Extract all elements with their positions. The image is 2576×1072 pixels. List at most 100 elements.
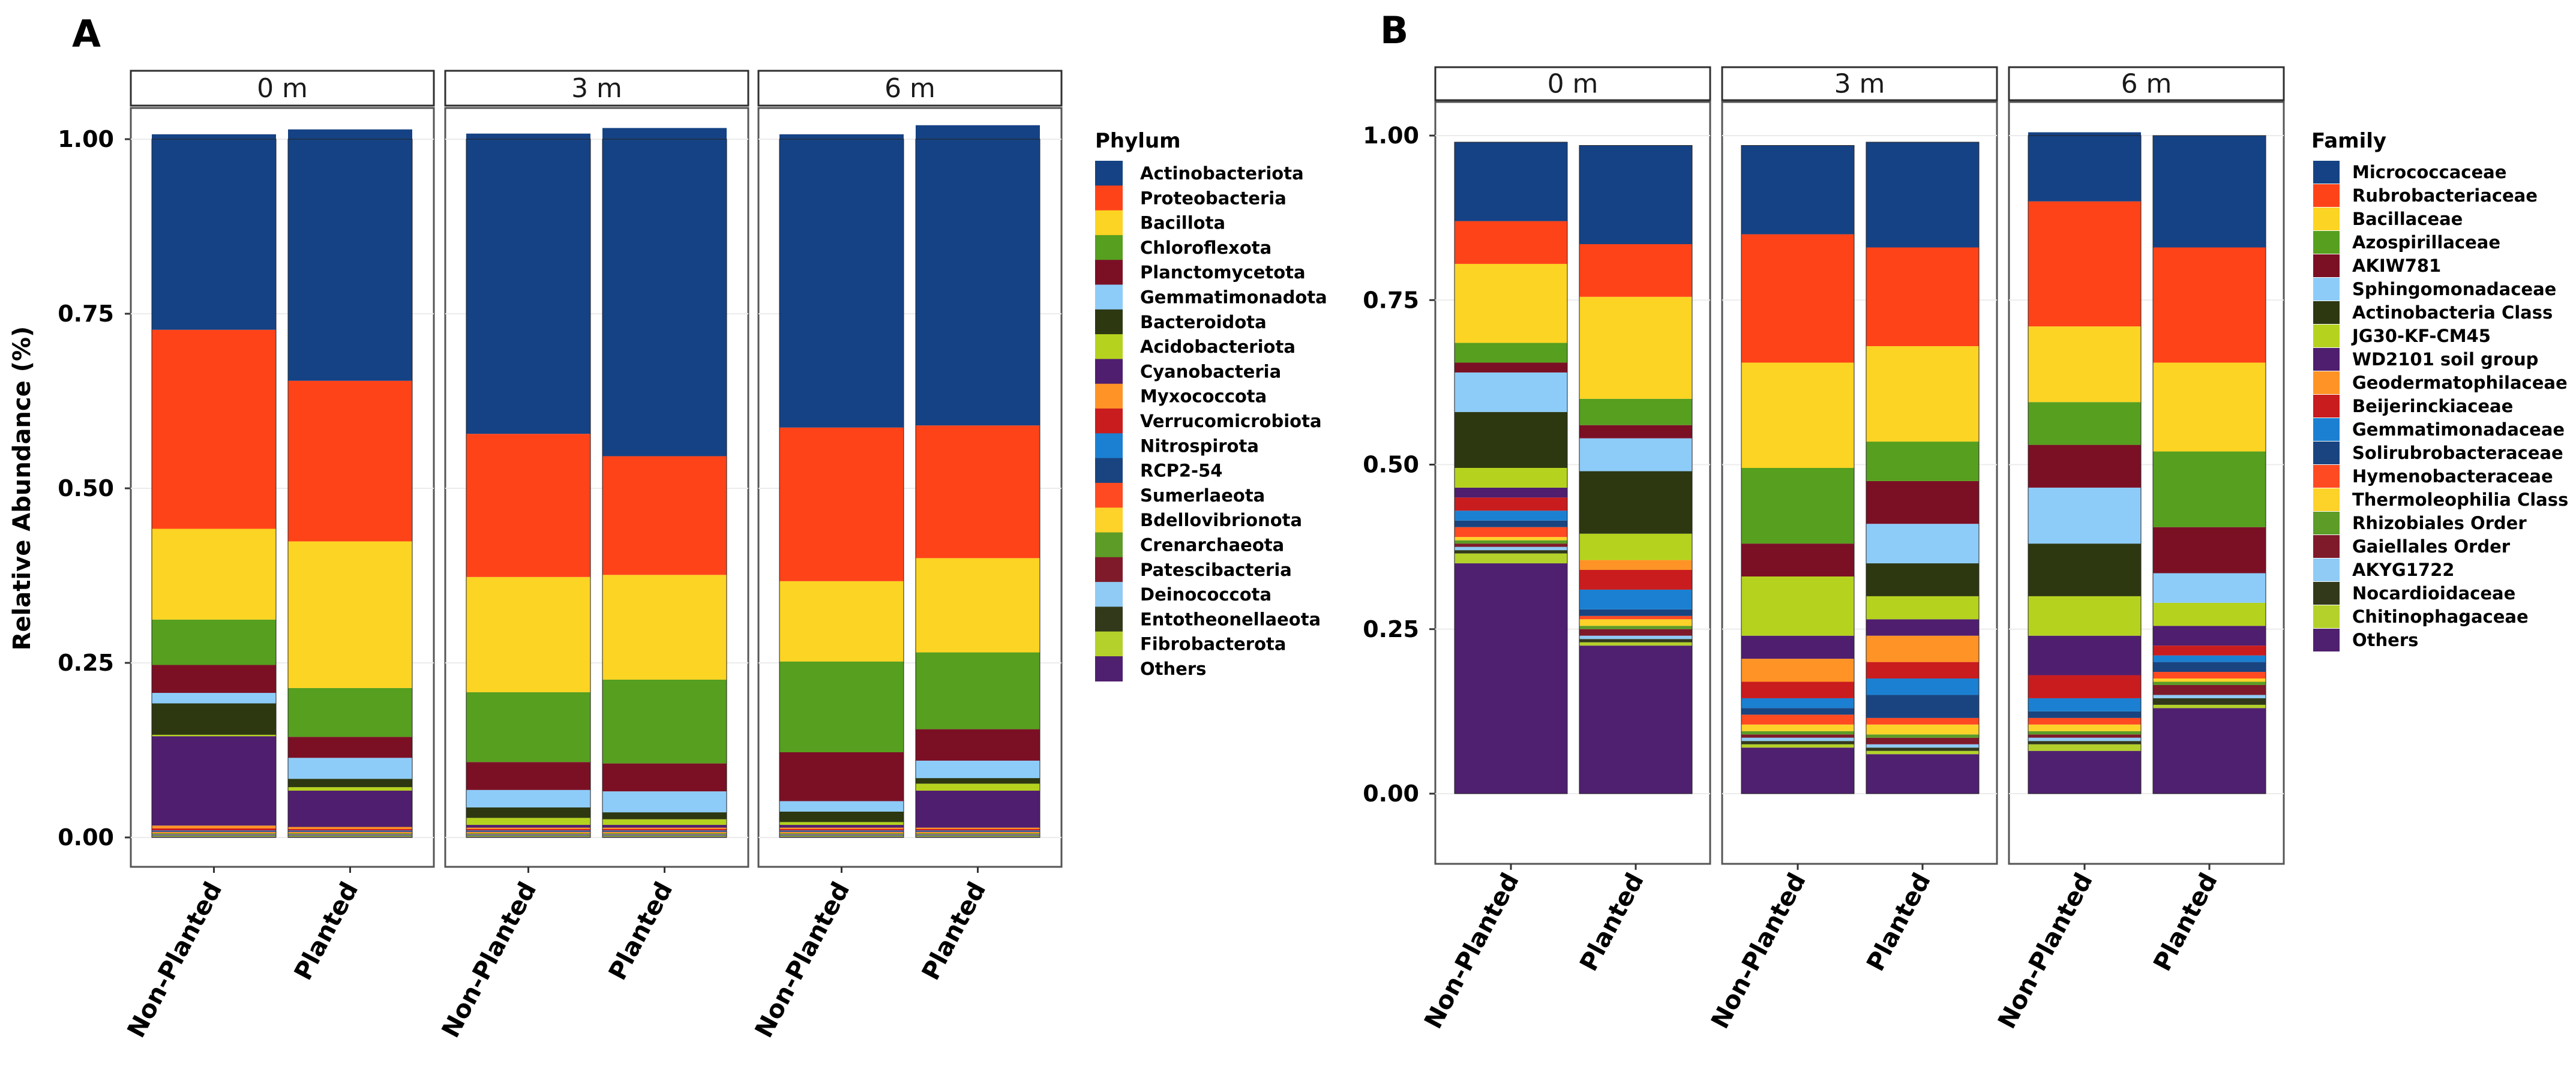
bar-segment — [1741, 362, 1854, 468]
bar-segment — [916, 125, 1040, 426]
legend-label: Sphingomonadaceae — [2352, 279, 2556, 299]
legend-swatch — [1095, 185, 1123, 211]
bar-segment — [916, 830, 1040, 831]
bar-segment — [2153, 362, 2266, 452]
bar-segment — [2028, 717, 2141, 725]
legend-swatch — [1095, 334, 1123, 360]
bar-segment — [152, 619, 276, 665]
bar-segment — [916, 831, 1040, 832]
x-tick-label: Non-Planted — [1419, 868, 1525, 1033]
legend-label: Bacillaceae — [2352, 209, 2463, 229]
bar-segment — [288, 380, 412, 542]
bar-outline — [1579, 145, 1693, 794]
bar-segment — [602, 456, 727, 575]
bar-segment — [1579, 398, 1692, 425]
bar-segment — [152, 736, 276, 826]
legend-swatch — [1095, 433, 1123, 459]
bar-segment — [602, 831, 727, 832]
bar-segment — [916, 778, 1040, 784]
bar-segment — [152, 833, 276, 834]
bar-segment — [916, 829, 1040, 831]
bar-segment — [2153, 527, 2266, 573]
bar-segment — [779, 752, 904, 801]
legend-label: AKIW781 — [2352, 256, 2441, 276]
bar-segment — [2153, 698, 2266, 705]
bar-segment — [2153, 695, 2266, 698]
bar-segment — [466, 830, 590, 831]
legend-swatch — [1095, 309, 1123, 335]
bar-segment — [288, 830, 412, 831]
legend-swatch — [2313, 161, 2340, 184]
legend-swatch — [2313, 348, 2340, 371]
bar-segment — [779, 661, 904, 752]
bar-segment — [1866, 750, 1979, 755]
bar-outline — [466, 139, 591, 838]
legend-label: AKYG1722 — [2352, 560, 2454, 580]
bar-segment — [1741, 747, 1854, 794]
bar-segment — [1579, 471, 1692, 534]
bar-segment — [2028, 635, 2141, 675]
legend-label: Chitinophagaceae — [2352, 606, 2529, 627]
bar-outline — [287, 139, 413, 838]
bar-segment — [1455, 546, 1567, 551]
bar-segment — [466, 831, 590, 832]
bar-segment — [288, 779, 412, 788]
x-tick-label: Non-Planted — [1992, 868, 2098, 1033]
bar-segment — [288, 829, 412, 831]
bar-segment — [779, 822, 904, 825]
bar-segment — [1866, 747, 1979, 751]
bar-segment — [1579, 626, 1692, 629]
bar-segment — [1455, 263, 1567, 343]
bar-segment — [916, 836, 1040, 837]
bar-segment — [916, 652, 1040, 729]
bar-outline — [151, 139, 277, 838]
legend-swatch — [2313, 371, 2340, 394]
legend-label: Entotheonellaeota — [1140, 609, 1321, 629]
bar-segment — [1866, 619, 1979, 636]
bar-outline — [1454, 142, 1568, 794]
panel-label: A — [72, 12, 101, 56]
bar-segment — [1455, 537, 1567, 540]
bar-segment — [602, 575, 727, 680]
bar-outline — [2152, 135, 2266, 794]
legend-swatch — [2313, 512, 2340, 535]
bar-segment — [466, 829, 590, 831]
bar-segment — [2028, 132, 2141, 202]
bar-segment — [152, 693, 276, 704]
y-tick-label: 1.00 — [58, 126, 114, 152]
bar-segment — [466, 692, 590, 762]
bar-segment — [152, 665, 276, 693]
legend-swatch — [1095, 359, 1123, 385]
legend-swatch — [1095, 631, 1123, 657]
legend-swatch — [2313, 278, 2340, 301]
legend-label: Solirubrobacteraceae — [2352, 443, 2563, 463]
bar-segment — [1741, 698, 1854, 708]
legend-label: Actinobacteriota — [1140, 163, 1304, 184]
bar-segment — [152, 836, 276, 837]
bar-segment — [1866, 695, 1979, 718]
bar-segment — [2153, 626, 2266, 646]
bar-segment — [2028, 326, 2141, 403]
legend-label: Chloroflexota — [1140, 238, 1271, 258]
bar-segment — [1455, 527, 1567, 537]
bar-segment — [1579, 570, 1692, 590]
bar-segment — [602, 791, 727, 813]
legend-label: Cyanobacteria — [1140, 361, 1281, 382]
bar-segment — [602, 825, 727, 828]
legend-label: Bdellovibrionota — [1140, 510, 1302, 530]
bar-segment — [2028, 744, 2141, 751]
bar-segment — [602, 830, 727, 831]
bar-segment — [779, 830, 904, 831]
bar-segment — [916, 760, 1040, 779]
bar-segment — [779, 427, 904, 581]
legend-swatch — [2313, 558, 2340, 581]
bar-segment — [1741, 681, 1854, 698]
legend-swatch — [2313, 254, 2340, 277]
y-tick-label: 0.50 — [1363, 452, 1419, 478]
legend-label: Geodermatophilaceae — [2352, 373, 2568, 393]
x-tick-label: Non-Planted — [121, 877, 227, 1042]
bar-segment — [1455, 362, 1567, 373]
bar-segment — [152, 703, 276, 735]
bar-segment — [1579, 645, 1692, 794]
